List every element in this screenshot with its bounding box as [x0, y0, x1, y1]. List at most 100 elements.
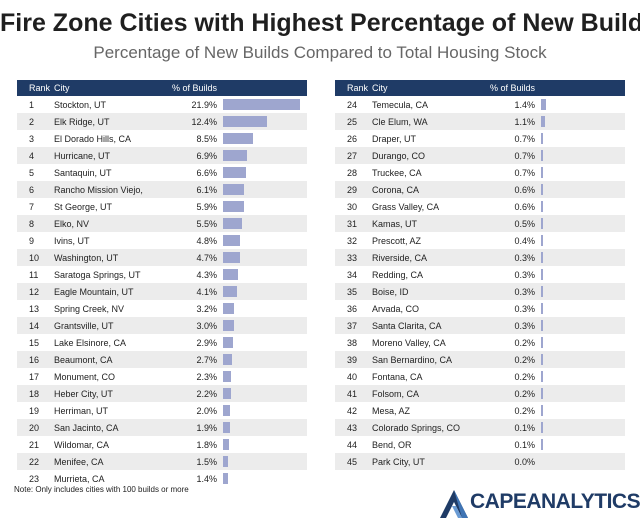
row-rank: 44: [347, 440, 358, 450]
row-city: Riverside, CA: [372, 253, 428, 263]
row-bar: [223, 99, 300, 110]
row-rank: 25: [347, 117, 358, 127]
row-pct-label: 2.0%: [196, 406, 217, 416]
table-row: 27 Durango, CO 0.7%: [335, 147, 625, 164]
row-city: Santaquin, UT: [54, 168, 112, 178]
table-row: 44 Bend, OR 0.1%: [335, 436, 625, 453]
row-pct-label: 1.8%: [196, 440, 217, 450]
row-pct-label: 0.4%: [514, 236, 535, 246]
row-city: Beaumont, CA: [54, 355, 113, 365]
row-pct-label: 0.2%: [514, 355, 535, 365]
row-rank: 16: [29, 355, 40, 365]
table-row: 4 Hurricane, UT 6.9%: [17, 147, 307, 164]
row-rank: 36: [347, 304, 358, 314]
table-row: 36 Arvada, CO 0.3%: [335, 300, 625, 317]
table-row: 2 Elk Ridge, UT 12.4%: [17, 113, 307, 130]
row-bar: [223, 439, 230, 450]
row-pct-label: 21.9%: [191, 100, 217, 110]
row-rank: 39: [347, 355, 358, 365]
header-pct: % of Builds: [171, 83, 217, 93]
row-pct-label: 0.0%: [514, 457, 535, 467]
row-rank: 3: [29, 134, 35, 144]
row-city: Prescott, AZ: [372, 236, 422, 246]
row-rank: 9: [29, 236, 35, 246]
row-rank: 2: [29, 117, 35, 127]
row-pct-label: 0.2%: [514, 372, 535, 382]
header-rank: Rank: [347, 83, 369, 93]
row-rank: 21: [29, 440, 40, 450]
row-rank: 13: [29, 304, 40, 314]
row-pct-label: 1.4%: [514, 100, 535, 110]
row-rank: 42: [347, 406, 358, 416]
row-bar: [223, 167, 247, 178]
row-bar: [541, 99, 546, 110]
row-rank: 28: [347, 168, 358, 178]
row-rank: 22: [29, 457, 40, 467]
row-city: Elko, NV: [54, 219, 90, 229]
row-bar: [223, 388, 231, 399]
row-rank: 10: [29, 253, 40, 263]
row-bar: [223, 286, 238, 297]
row-rank: 23: [29, 474, 40, 484]
row-bar: [223, 184, 245, 195]
row-city: Arvada, CO: [372, 304, 420, 314]
row-bar: [541, 422, 543, 433]
row-pct-label: 0.3%: [514, 270, 535, 280]
row-pct-label: 0.2%: [514, 406, 535, 416]
row-city: Grantsville, UT: [54, 321, 114, 331]
row-rank: 18: [29, 389, 40, 399]
row-rank: 11: [29, 270, 39, 280]
row-rank: 26: [347, 134, 358, 144]
row-rank: 24: [347, 100, 358, 110]
row-city: Murrieta, CA: [54, 474, 105, 484]
row-bar: [223, 473, 228, 484]
row-bar: [223, 320, 234, 331]
table-row: 26 Draper, UT 0.7%: [335, 130, 625, 147]
row-pct-label: 3.0%: [196, 321, 217, 331]
table-row: 6 Rancho Mission Viejo, 6.1%: [17, 181, 307, 198]
header-rank: Rank: [29, 83, 51, 93]
row-rank: 45: [347, 457, 358, 467]
row-city: Bend, OR: [372, 440, 412, 450]
row-rank: 30: [347, 202, 358, 212]
row-bar: [541, 269, 543, 280]
row-city: Cle Elum, WA: [372, 117, 428, 127]
row-pct-label: 0.3%: [514, 253, 535, 263]
header-pct: % of Builds: [489, 83, 535, 93]
table-row: 11 Saratoga Springs, UT 4.3%: [17, 266, 307, 283]
row-rank: 14: [29, 321, 40, 331]
table-row: 40 Fontana, CA 0.2%: [335, 368, 625, 385]
row-city: Durango, CO: [372, 151, 426, 161]
row-city: Lake Elsinore, CA: [54, 338, 127, 348]
row-pct-label: 0.6%: [514, 202, 535, 212]
table-row: 45 Park City, UT 0.0%: [335, 453, 625, 470]
row-city: Park City, UT: [372, 457, 425, 467]
row-city: Wildomar, CA: [54, 440, 110, 450]
logo: CAPEANALYTICS: [438, 484, 640, 520]
table-row: 25 Cle Elum, WA 1.1%: [335, 113, 625, 130]
table-row: 34 Redding, CA 0.3%: [335, 266, 625, 283]
table-row: 43 Colorado Springs, CO 0.1%: [335, 419, 625, 436]
row-bar: [541, 388, 543, 399]
row-bar: [223, 133, 253, 144]
row-pct-label: 4.1%: [196, 287, 217, 297]
table-row: 3 El Dorado Hills, CA 8.5%: [17, 130, 307, 147]
row-pct-label: 1.5%: [196, 457, 217, 467]
chart-subtitle: Percentage of New Builds Compared to Tot…: [93, 43, 547, 62]
table-row: 12 Eagle Mountain, UT 4.1%: [17, 283, 307, 300]
row-city: Kamas, UT: [372, 219, 418, 229]
row-bar: [541, 286, 543, 297]
table-row: 13 Spring Creek, NV 3.2%: [17, 300, 307, 317]
row-city: Temecula, CA: [372, 100, 429, 110]
row-city: Heber City, UT: [54, 389, 113, 399]
row-pct-label: 0.3%: [514, 304, 535, 314]
row-bar: [541, 150, 544, 161]
row-bar: [223, 405, 231, 416]
table-row: 37 Santa Clarita, CA 0.3%: [335, 317, 625, 334]
row-bar: [223, 218, 243, 229]
row-pct-label: 0.2%: [514, 338, 535, 348]
table-left: Rank City % of Builds 1 Stockton, UT 21.9%…: [17, 80, 307, 487]
row-rank: 32: [347, 236, 358, 246]
logo-text: CAPEANALYTICS: [470, 490, 640, 513]
row-rank: 43: [347, 423, 358, 433]
